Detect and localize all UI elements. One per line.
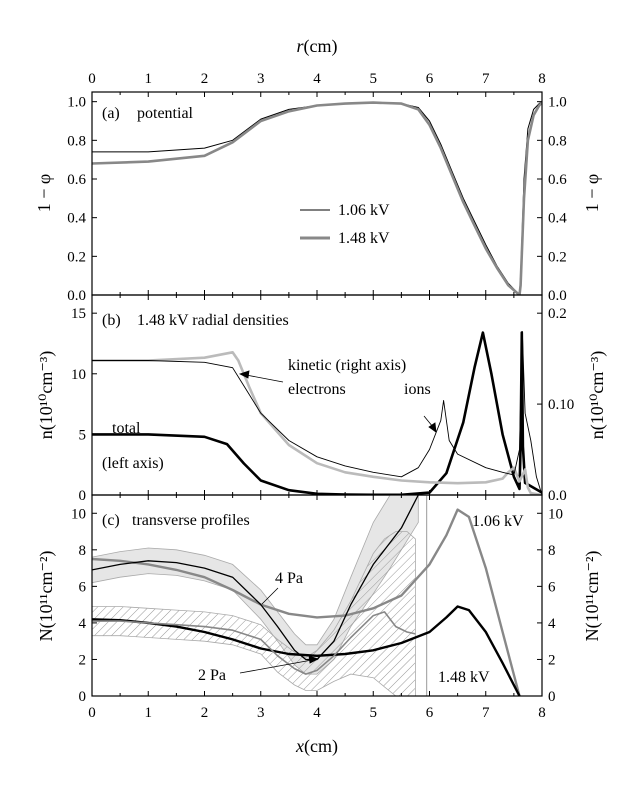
top-axis-label: r(cm) — [297, 36, 338, 57]
x-tick-label: 2 — [201, 705, 209, 721]
series-line-4-Pa — [92, 495, 419, 661]
annotation-electrons: electrons — [288, 381, 346, 398]
x-tick-label: 6 — [426, 705, 434, 721]
x-tick-label: 4 — [313, 705, 321, 721]
x-tick-label: 3 — [257, 705, 265, 721]
panel-a-ylabel-right: 1 − φ — [582, 174, 602, 213]
legend-label-2: 1.48 kV — [338, 230, 390, 247]
panel-a-ytick-label: 0.2 — [67, 249, 86, 265]
panel-a-ytick-label-right: 1.0 — [548, 95, 567, 111]
series-line-total — [92, 331, 542, 495]
series-line-148-kV — [92, 101, 542, 295]
x-tick-label: 0 — [88, 705, 96, 721]
annotation-arrows-c — [239, 587, 320, 674]
top-x-tick-label: 7 — [482, 71, 490, 87]
panel-c: 0 1 2 3 4 5 6 7 80 02 24 46 68 810 10 (c) transverse p… — [36, 494, 603, 721]
panel-a-ytick-label: 0.0 — [67, 288, 86, 304]
annotation-left-axis: (left axis) — [102, 455, 164, 472]
panel-a-ytick-label-right: 0.0 — [548, 288, 567, 304]
series-line-electrons — [92, 351, 542, 495]
panel-a-ytick-label: 1.0 — [67, 95, 86, 111]
panel-b-ytick-label: 5 — [79, 427, 87, 443]
panel-a-title: potential — [137, 105, 194, 122]
series-line-148-kV — [92, 605, 521, 696]
panel-c-ytick-label-right: 0 — [548, 689, 556, 705]
top-x-tick-label: 0 — [88, 71, 96, 87]
top-x-tick-label: 5 — [370, 71, 378, 87]
panel-b-ylabel-right: n(10¹⁰cm⁻³) — [587, 351, 608, 440]
annotation-4pa: 4 Pa — [275, 570, 303, 587]
panel-b-ytick-label-right: 0.10 — [548, 397, 574, 413]
panel-c-ytick-label: 0 — [79, 689, 87, 705]
panel-a-ytick-label: 0.6 — [67, 172, 86, 188]
panel-a-ylabel-left: 1 − φ — [34, 174, 54, 213]
top-x-tick-label: 8 — [538, 71, 546, 87]
panel-b-label: (b) — [102, 312, 121, 329]
series-line-ions — [92, 330, 542, 495]
top-x-tick-label: 2 — [201, 71, 209, 87]
x-tick-label: 5 — [370, 705, 378, 721]
panel-a-ytick-label-right: 0.6 — [548, 172, 567, 188]
panel-c-ytick-label: 6 — [79, 579, 87, 595]
legend-label-1: 1.06 kV — [338, 202, 390, 219]
panel-c-ytick-label-right: 2 — [548, 652, 556, 668]
panel-c-ytick-label: 2 — [79, 652, 87, 668]
panel-c-title: transverse profiles — [132, 512, 250, 529]
panel-c-ytick-label: 10 — [71, 506, 86, 522]
top-x-tick-label: 6 — [426, 71, 434, 87]
panel-a: 0 1 2 3 4 5 6 7 8 0.0 0.0 0.2 0.2 0.4 0.4 0.6 0.6 0.8 0.8 1… — [34, 71, 602, 304]
panel-c-ylabel-left: N(10¹¹cm⁻²) — [36, 551, 57, 642]
panel-a-ytick-label-right: 0.2 — [548, 249, 567, 265]
annotation-arrows — [238, 370, 437, 433]
panel-b-ytick-label: 0 — [79, 488, 87, 504]
panel-a-frame — [91, 91, 543, 296]
series-line-106-kV — [92, 101, 542, 295]
x-tick-label: 7 — [482, 705, 490, 721]
x-tick-label: 1 — [145, 705, 153, 721]
annotation-kinetic: kinetic (right axis) — [288, 357, 406, 374]
annotation-ions: ions — [404, 381, 431, 398]
panel-a-ytick-label: 0.4 — [67, 211, 86, 227]
annotation-1.48kv: 1.48 kV — [438, 669, 490, 686]
panel-c-ytick-label-right: 6 — [548, 579, 556, 595]
annotation-1.06kv: 1.06 kV — [472, 513, 524, 530]
panel-b-ytick-label: 10 — [71, 367, 86, 383]
annotation-total: total — [112, 420, 141, 437]
x-axis-label: x(cm) — [295, 736, 338, 757]
panel-b-ytick-label-right: 0.2 — [548, 306, 567, 322]
top-x-tick-label: 3 — [257, 71, 265, 87]
panel-c-ytick-label: 8 — [79, 543, 87, 559]
panel-b-ytick-label: 15 — [71, 306, 86, 322]
panel-c-ytick-label-right: 8 — [548, 543, 556, 559]
top-x-tick-label: 1 — [145, 71, 153, 87]
panel-b: 0 5 10 15 0.0 0.10 0.2 (b) 1.48 kV radial dens… — [36, 294, 608, 504]
panel-c-ytick-label: 4 — [79, 616, 87, 632]
panel-c-label: (c) — [102, 512, 120, 529]
panel-a-ytick-label-right: 0.4 — [548, 211, 567, 227]
panel-a-ytick-label-right: 0.8 — [548, 133, 567, 149]
top-x-tick-label: 4 — [313, 71, 321, 87]
panel-b-ylabel-left: n(10¹⁰cm⁻³) — [36, 351, 57, 440]
x-tick-label: 8 — [538, 705, 546, 721]
panel-c-ytick-label-right: 10 — [548, 506, 563, 522]
panel-a-label: (a) — [102, 105, 120, 122]
panel-c-ylabel-right: N(10¹¹cm⁻²) — [582, 551, 603, 642]
panel-a-ytick-label: 0.8 — [67, 133, 86, 149]
panel-c-ytick-label-right: 4 — [548, 616, 556, 632]
series-line-2-Pa — [92, 611, 416, 675]
panel-b-ytick-label-right: 0.0 — [548, 488, 567, 504]
annotation-2pa: 2 Pa — [198, 667, 226, 684]
legend: 1.06 kV 1.48 kV — [300, 202, 390, 247]
panel-b-title: 1.48 kV radial densities — [137, 312, 289, 329]
